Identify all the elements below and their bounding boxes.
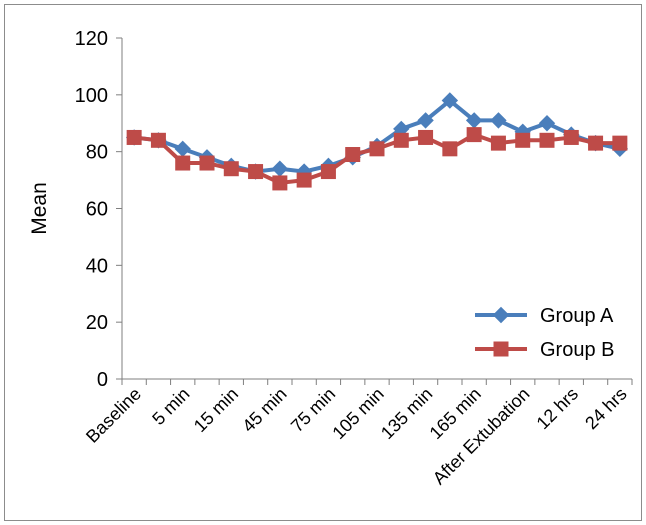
- y-tick-label: 0: [97, 369, 108, 391]
- data-point: [223, 161, 239, 177]
- data-point: [490, 135, 506, 151]
- y-tick-label: 40: [86, 255, 108, 277]
- legend-marker: [493, 341, 509, 357]
- data-point: [199, 155, 215, 171]
- data-point: [588, 135, 604, 151]
- data-point: [466, 127, 482, 143]
- y-tick-label: 80: [86, 142, 108, 164]
- y-tick-label: 120: [75, 28, 108, 50]
- data-point: [539, 132, 555, 148]
- legend-label: Group B: [540, 339, 614, 361]
- data-point: [538, 115, 556, 132]
- x-tick-label: 135 min: [377, 384, 436, 443]
- data-point: [515, 132, 531, 148]
- legend-label: Group A: [540, 305, 614, 327]
- data-point: [248, 164, 264, 180]
- legend-marker: [492, 306, 510, 324]
- data-point: [174, 140, 191, 158]
- x-tick-label: 105 min: [328, 384, 387, 443]
- data-point: [345, 147, 361, 163]
- x-tick-label: 15 min: [190, 384, 242, 436]
- data-point: [417, 112, 434, 129]
- y-axis-title: Mean: [28, 182, 51, 235]
- data-point: [612, 135, 628, 151]
- data-point: [126, 129, 142, 145]
- x-tick-label: 12 hrs: [533, 384, 583, 434]
- chart-frame: [4, 4, 642, 521]
- data-point: [441, 92, 459, 109]
- data-point: [271, 160, 289, 177]
- x-tick-label: 45 min: [238, 384, 290, 436]
- y-tick-label: 20: [86, 312, 108, 334]
- x-tick-label: 24 hrs: [581, 384, 631, 434]
- data-point: [393, 132, 409, 148]
- data-point: [320, 164, 336, 180]
- legend-item: Group A: [475, 305, 614, 327]
- x-tick-label: 5 min: [148, 384, 193, 429]
- legend: Group A Group B: [475, 305, 614, 361]
- data-point: [150, 132, 166, 148]
- data-point: [369, 141, 385, 157]
- data-point: [442, 141, 458, 157]
- data-point: [296, 172, 312, 188]
- series-group-b: [126, 127, 628, 191]
- data-point: [175, 155, 191, 171]
- data-point: [563, 129, 579, 145]
- data-point: [418, 129, 434, 145]
- legend-item: Group B: [475, 339, 614, 361]
- series-layer: [125, 92, 629, 191]
- y-axis: 0 20 40 60 80 100 120: [75, 28, 123, 391]
- y-tick-label: 100: [75, 85, 108, 107]
- y-tick-label: 60: [86, 199, 108, 221]
- data-point: [272, 175, 288, 191]
- data-point: [490, 112, 507, 129]
- x-tick-label: Baseline: [82, 384, 145, 447]
